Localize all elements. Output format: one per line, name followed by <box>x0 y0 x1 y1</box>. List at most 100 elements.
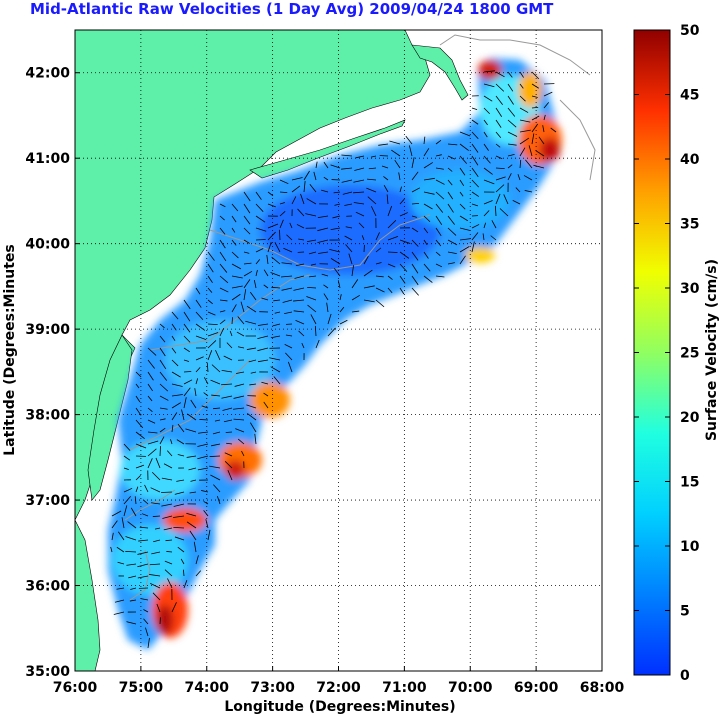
velocity-arrow <box>459 143 469 151</box>
velocity-arrow <box>243 251 250 254</box>
velocity-arrow <box>270 335 281 339</box>
velocity-arrow <box>459 227 471 231</box>
velocity-arrow <box>213 484 221 493</box>
velocity-arrow <box>135 371 142 378</box>
velocity-arrow <box>190 479 197 482</box>
velocity-arrow <box>249 291 257 301</box>
velocity-arrow <box>314 325 317 337</box>
velocity-hotspot <box>250 382 290 418</box>
velocity-arrow <box>330 164 341 169</box>
velocity-hotspot <box>518 72 542 108</box>
velocity-arrow <box>483 95 493 102</box>
velocity-arrow <box>147 359 155 369</box>
velocity-arrow <box>491 220 497 229</box>
velocity-arrow <box>173 515 185 518</box>
velocity-arrow <box>309 184 317 193</box>
velocity-arrow <box>138 539 149 542</box>
colorbar <box>633 29 671 676</box>
velocity-arrow <box>128 575 137 579</box>
velocity-arrow <box>243 289 247 301</box>
velocity-arrow <box>171 402 181 409</box>
velocity-arrow <box>370 206 377 217</box>
velocity-arrow <box>171 335 176 341</box>
velocity-arrow <box>183 569 185 577</box>
velocity-arrow <box>151 551 161 555</box>
velocity-arrow <box>459 191 464 197</box>
map-grid <box>75 30 602 671</box>
velocity-arrow <box>139 526 149 529</box>
velocity-arrow <box>116 587 125 590</box>
velocity-arrow <box>363 269 373 277</box>
velocity-arrow <box>345 244 353 253</box>
velocity-hotspot <box>163 508 207 532</box>
velocity-arrow <box>307 239 317 243</box>
velocity-arrow <box>531 71 540 80</box>
y-tick-label: 36:00 <box>25 579 70 595</box>
velocity-arrow <box>223 419 233 423</box>
velocity-arrow <box>308 251 317 255</box>
velocity-arrow <box>499 208 509 217</box>
land-long-island <box>249 119 406 179</box>
velocity-arrow <box>519 137 530 145</box>
velocity-arrow <box>531 83 539 89</box>
velocity-arrow <box>435 215 443 226</box>
velocity-arrow <box>159 407 168 410</box>
velocity-arrow <box>459 179 465 187</box>
velocity-arrow <box>255 203 264 212</box>
velocity-arrow <box>333 268 341 277</box>
x-axis-label: Longitude (Degrees:Minutes) <box>224 699 455 714</box>
velocity-arrow <box>224 452 233 457</box>
velocity-arrow <box>245 320 257 325</box>
velocity-arrow <box>209 465 221 469</box>
velocity-arrow <box>211 394 221 397</box>
velocity-arrow <box>273 376 281 385</box>
velocity-arrow <box>284 311 293 315</box>
velocity-arrow <box>147 637 150 649</box>
velocity-arrow <box>358 222 365 229</box>
velocity-arrow <box>237 438 245 445</box>
velocity-arrow <box>180 558 185 565</box>
velocity-arrow <box>411 251 419 261</box>
velocity-arrow <box>233 395 245 399</box>
colorbar-tick-label: 20 <box>680 410 700 426</box>
velocity-arrow <box>341 179 353 183</box>
velocity-arrow <box>225 431 233 433</box>
velocity-arrow <box>193 541 197 553</box>
velocity-arrow <box>219 287 229 293</box>
velocity-arrow <box>183 311 191 322</box>
velocity-arrow <box>135 464 145 469</box>
velocity-arrow <box>226 342 233 349</box>
velocity-arrow <box>447 203 454 213</box>
velocity-arrow <box>471 203 479 207</box>
velocity-arrow <box>243 191 251 202</box>
velocity-arrow <box>236 371 245 374</box>
velocity-arrow <box>147 419 156 424</box>
velocity-arrow <box>289 222 293 229</box>
colorbar-tick-label: 35 <box>680 217 699 233</box>
y-tick-label: 39:00 <box>25 322 70 338</box>
velocity-arrow <box>383 176 389 181</box>
velocity-arrow <box>295 263 305 267</box>
velocity-arrow <box>394 159 401 169</box>
velocity-arrow <box>219 263 228 273</box>
map-title: Mid-Atlantic Raw Velocities (1 Day Avg) … <box>30 0 554 18</box>
velocity-arrow <box>507 131 518 137</box>
velocity-arrow <box>459 215 469 222</box>
velocity-arrow <box>317 239 329 244</box>
velocity-arrow <box>282 299 293 303</box>
velocity-arrow <box>519 119 531 123</box>
velocity-arrow <box>255 191 262 200</box>
velocity-arrow <box>114 599 125 603</box>
velocity-arrow <box>201 405 209 409</box>
velocity-arrow <box>203 510 209 517</box>
velocity-arrow <box>153 539 161 543</box>
velocity-arrow <box>263 284 269 289</box>
velocity-arrow <box>411 263 419 274</box>
velocity-arrow <box>147 407 153 413</box>
velocity-arrow <box>375 287 385 293</box>
velocity-arrow <box>423 263 431 272</box>
velocity-arrow <box>387 236 399 241</box>
velocity-arrow <box>411 171 419 181</box>
velocity-arrow <box>423 251 429 259</box>
velocity-arrow <box>399 186 402 193</box>
